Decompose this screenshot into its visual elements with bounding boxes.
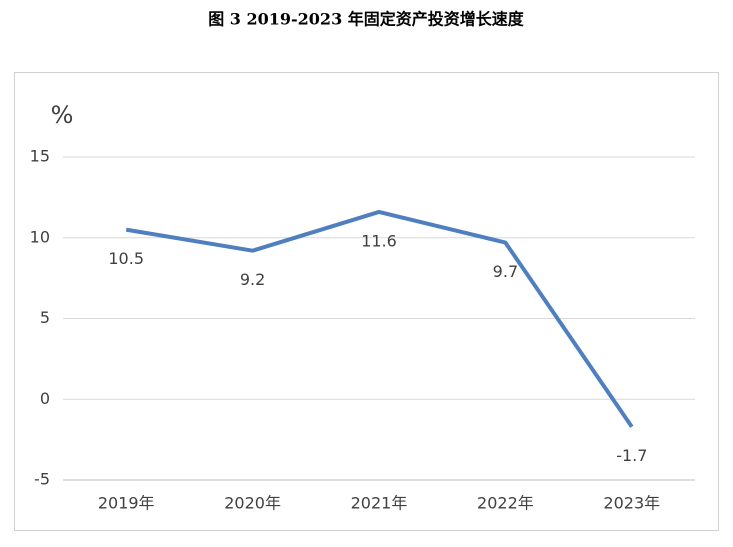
x-tick-label: 2019年: [98, 494, 155, 513]
y-tick-label: 15: [30, 147, 50, 166]
data-label: 11.6: [361, 231, 397, 250]
y-tick-label: 5: [40, 308, 50, 327]
data-label: 9.7: [493, 262, 518, 281]
y-tick-label: 0: [40, 389, 50, 408]
chart-frame: [14, 72, 719, 531]
data-label: 10.5: [108, 249, 144, 268]
data-line: [125, 209, 634, 428]
y-tick-label: 10: [30, 227, 50, 246]
y-tick-label: -5: [34, 470, 50, 489]
x-tick-label: 2021年: [351, 494, 408, 513]
data-label: 9.2: [240, 270, 265, 289]
x-tick-label: 2022年: [477, 494, 534, 513]
x-tick-label: 2020年: [224, 494, 281, 513]
x-tick-label: 2023年: [603, 494, 660, 513]
y-axis-label: %: [51, 101, 74, 129]
data-label: -1.7: [616, 446, 647, 465]
chart-title: 图 3 2019-2023 年固定资产投资增长速度: [208, 10, 525, 29]
